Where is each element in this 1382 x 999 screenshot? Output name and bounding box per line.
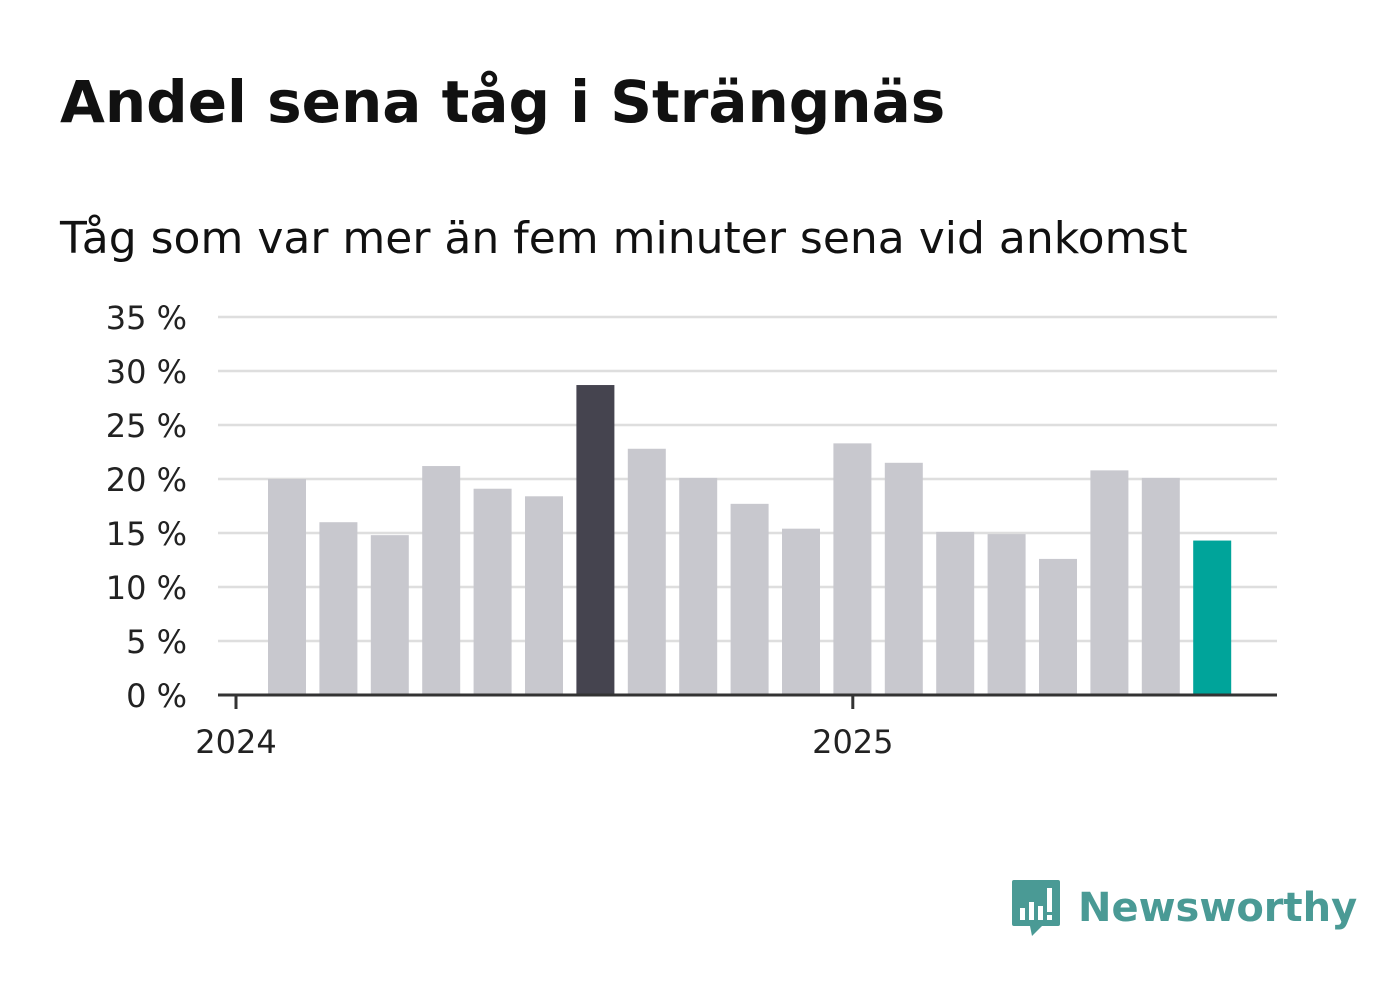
y-axis-ticks: 0 % 5 % 10 % 15 % 20 % 25 % 30 % 35 % [106, 299, 187, 715]
bar-17 [1141, 477, 1180, 695]
bar-9 [730, 503, 769, 695]
y-tick-label: 10 % [106, 569, 187, 607]
y-tick-label: 15 % [106, 515, 187, 553]
chart-title: Andel sena tåg i Strängnäs [60, 68, 946, 136]
x-axis: 2024 2025 [195, 693, 1277, 761]
y-tick-label: 35 % [106, 299, 187, 337]
bar-6 [576, 385, 615, 695]
bar-10 [782, 528, 820, 695]
newsworthy-logo: Newsworthy [1010, 878, 1357, 938]
y-tick-label: 25 % [106, 407, 187, 445]
bar-0 [268, 479, 306, 695]
bar-2 [370, 535, 409, 695]
y-tick-label: 5 % [126, 623, 187, 661]
bar-18 [1193, 540, 1232, 695]
bar-13 [936, 531, 975, 695]
bars [268, 385, 1232, 695]
y-tick-label: 30 % [106, 353, 187, 391]
y-tick-label: 20 % [106, 461, 187, 499]
chart-subtitle: Tåg som var mer än fem minuter sena vid … [60, 213, 1188, 264]
x-tick-label: 2025 [812, 723, 893, 761]
bar-7 [627, 448, 666, 695]
bar-3 [422, 466, 461, 695]
brand-name: Newsworthy [1078, 885, 1358, 931]
bar-15 [1039, 558, 1077, 695]
bar-12 [884, 462, 923, 695]
bar-4 [473, 488, 512, 695]
y-tick-label: 0 % [126, 677, 187, 715]
bar-8 [679, 477, 718, 695]
bar-chart: 0 % 5 % 10 % 15 % 20 % 25 % 30 % 35 % 2024 2025 [106, 299, 1277, 761]
newsworthy-logo-icon [1012, 880, 1060, 936]
bar-1 [319, 522, 358, 695]
x-tick-label: 2024 [195, 723, 276, 761]
bar-11 [833, 443, 872, 695]
bar-5 [525, 496, 563, 695]
bar-16 [1090, 470, 1129, 695]
bar-14 [987, 534, 1026, 695]
